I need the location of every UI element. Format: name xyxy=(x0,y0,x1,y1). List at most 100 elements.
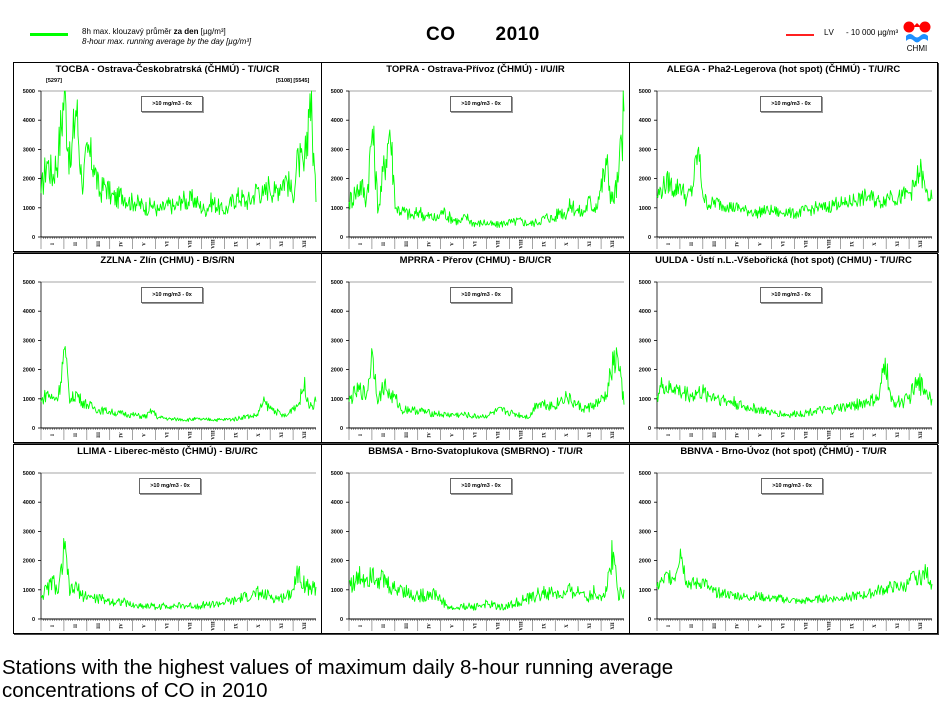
x-tick-label: XI xyxy=(280,432,285,438)
x-tick-label: II xyxy=(382,242,387,246)
y-tick-label: 3000 xyxy=(639,147,651,153)
x-tick-label: VII xyxy=(804,431,809,439)
y-tick-label: 5000 xyxy=(639,280,651,286)
chart-panel: TOCBA - Ostrava-Českobratrská (ČHMÚ) - T… xyxy=(13,62,322,252)
chart-title: MPRRA - Přerov (CHMU) - B/U/CR xyxy=(399,255,552,266)
x-tick-label: V xyxy=(451,624,456,628)
exceedance-box: >10 mg/m3 - 0x xyxy=(761,478,823,494)
x-tick-label: I xyxy=(667,434,672,436)
series-line xyxy=(656,357,933,419)
y-tick-label: 5000 xyxy=(331,280,343,286)
y-tick-label: 4000 xyxy=(23,309,35,315)
y-tick-label: 2000 xyxy=(331,177,343,183)
x-tick-label: III xyxy=(713,623,718,629)
y-tick-label: 4000 xyxy=(331,500,343,506)
x-tick-label: VI xyxy=(782,432,787,438)
x-tick-label: III xyxy=(405,623,410,629)
x-tick-label: V xyxy=(143,624,148,628)
x-tick-label: I xyxy=(667,243,672,245)
x-tick-label: XI xyxy=(896,241,901,247)
x-tick-label: IV xyxy=(428,432,433,438)
y-tick-label: 4000 xyxy=(639,500,651,506)
peak-annotation: [5108] [5545] xyxy=(276,78,310,84)
series-line xyxy=(656,548,933,605)
y-tick-label: 3000 xyxy=(23,147,35,153)
x-tick-label: VII xyxy=(188,431,193,439)
y-tick-label: 3000 xyxy=(331,529,343,535)
x-tick-label: IX xyxy=(234,623,239,629)
y-tick-label: 2000 xyxy=(331,559,343,565)
y-tick-label: 1000 xyxy=(23,397,35,403)
x-tick-label: VI xyxy=(474,432,479,438)
x-tick-label: VIII xyxy=(519,430,524,440)
x-tick-label: X xyxy=(873,433,878,437)
chart-panel: BBNVA - Brno-Úvoz (hot spot) (ČHMÚ) - T/… xyxy=(629,444,938,634)
x-tick-label: I xyxy=(667,625,672,627)
x-tick-label: XI xyxy=(896,623,901,629)
x-tick-label: III xyxy=(97,623,102,629)
x-tick-label: I xyxy=(51,434,56,436)
y-tick-label: 0 xyxy=(340,235,343,241)
chart-title: UULDA - Ústí n.L.-Všebořická (hot spot) … xyxy=(655,255,912,266)
x-tick-label: VI xyxy=(166,241,171,247)
x-tick-label: VI xyxy=(782,623,787,629)
y-tick-label: 0 xyxy=(32,617,35,623)
x-tick-label: VII xyxy=(188,622,193,630)
y-tick-label: 0 xyxy=(648,617,651,623)
x-tick-label: II xyxy=(690,433,695,437)
x-tick-label: V xyxy=(451,433,456,437)
y-tick-label: 5000 xyxy=(331,471,343,477)
x-tick-label: V xyxy=(759,624,764,628)
x-tick-label: X xyxy=(257,242,262,246)
main-title: CO 2010 xyxy=(426,24,540,46)
x-tick-label: XII xyxy=(303,431,308,439)
x-tick-label: VI xyxy=(474,623,479,629)
x-tick-label: XI xyxy=(588,432,593,438)
chart-title: BBNVA - Brno-Úvoz (hot spot) (ČHMÚ) - T/… xyxy=(680,446,887,457)
x-tick-label: II xyxy=(74,433,79,437)
y-tick-label: 2000 xyxy=(331,368,343,374)
x-tick-label: I xyxy=(359,243,364,245)
series-line xyxy=(40,90,317,218)
x-tick-label: II xyxy=(74,624,79,628)
x-tick-label: III xyxy=(405,432,410,438)
y-tick-label: 1000 xyxy=(639,397,651,403)
x-tick-label: II xyxy=(382,433,387,437)
logo-text: CHMI xyxy=(906,44,928,53)
x-tick-label: IX xyxy=(850,241,855,247)
x-tick-label: VIII xyxy=(519,239,524,249)
x-tick-label: VII xyxy=(804,622,809,630)
y-tick-label: 3000 xyxy=(23,529,35,535)
y-tick-label: 2000 xyxy=(23,559,35,565)
x-tick-label: I xyxy=(51,243,56,245)
x-tick-label: IV xyxy=(736,432,741,438)
series-line xyxy=(656,146,933,219)
y-tick-label: 2000 xyxy=(639,177,651,183)
y-tick-label: 4000 xyxy=(331,309,343,315)
y-tick-label: 1000 xyxy=(23,588,35,594)
x-tick-label: VI xyxy=(166,432,171,438)
exceedance-box: >10 mg/m3 - 0x xyxy=(139,478,201,494)
chart-panel: ZZLNA - Zlín (CHMU) - B/S/RN 0 1000 2000 300… xyxy=(13,253,322,443)
x-tick-label: XI xyxy=(588,623,593,629)
peak-annotation: [5297] xyxy=(46,78,62,84)
y-tick-label: 3000 xyxy=(331,338,343,344)
x-tick-label: VI xyxy=(166,623,171,629)
x-tick-label: II xyxy=(690,242,695,246)
x-tick-label: IV xyxy=(736,241,741,247)
y-tick-label: 4000 xyxy=(639,118,651,124)
y-tick-label: 4000 xyxy=(23,118,35,124)
x-tick-label: III xyxy=(405,241,410,247)
x-tick-label: III xyxy=(713,241,718,247)
x-tick-label: V xyxy=(759,433,764,437)
x-tick-label: IX xyxy=(542,623,547,629)
x-tick-label: IX xyxy=(850,623,855,629)
chart-panel: BBMSA - Brno-Svatoplukova (SMBRNO) - T/U… xyxy=(321,444,630,634)
x-tick-label: X xyxy=(257,624,262,628)
x-tick-label: VIII xyxy=(827,621,832,631)
